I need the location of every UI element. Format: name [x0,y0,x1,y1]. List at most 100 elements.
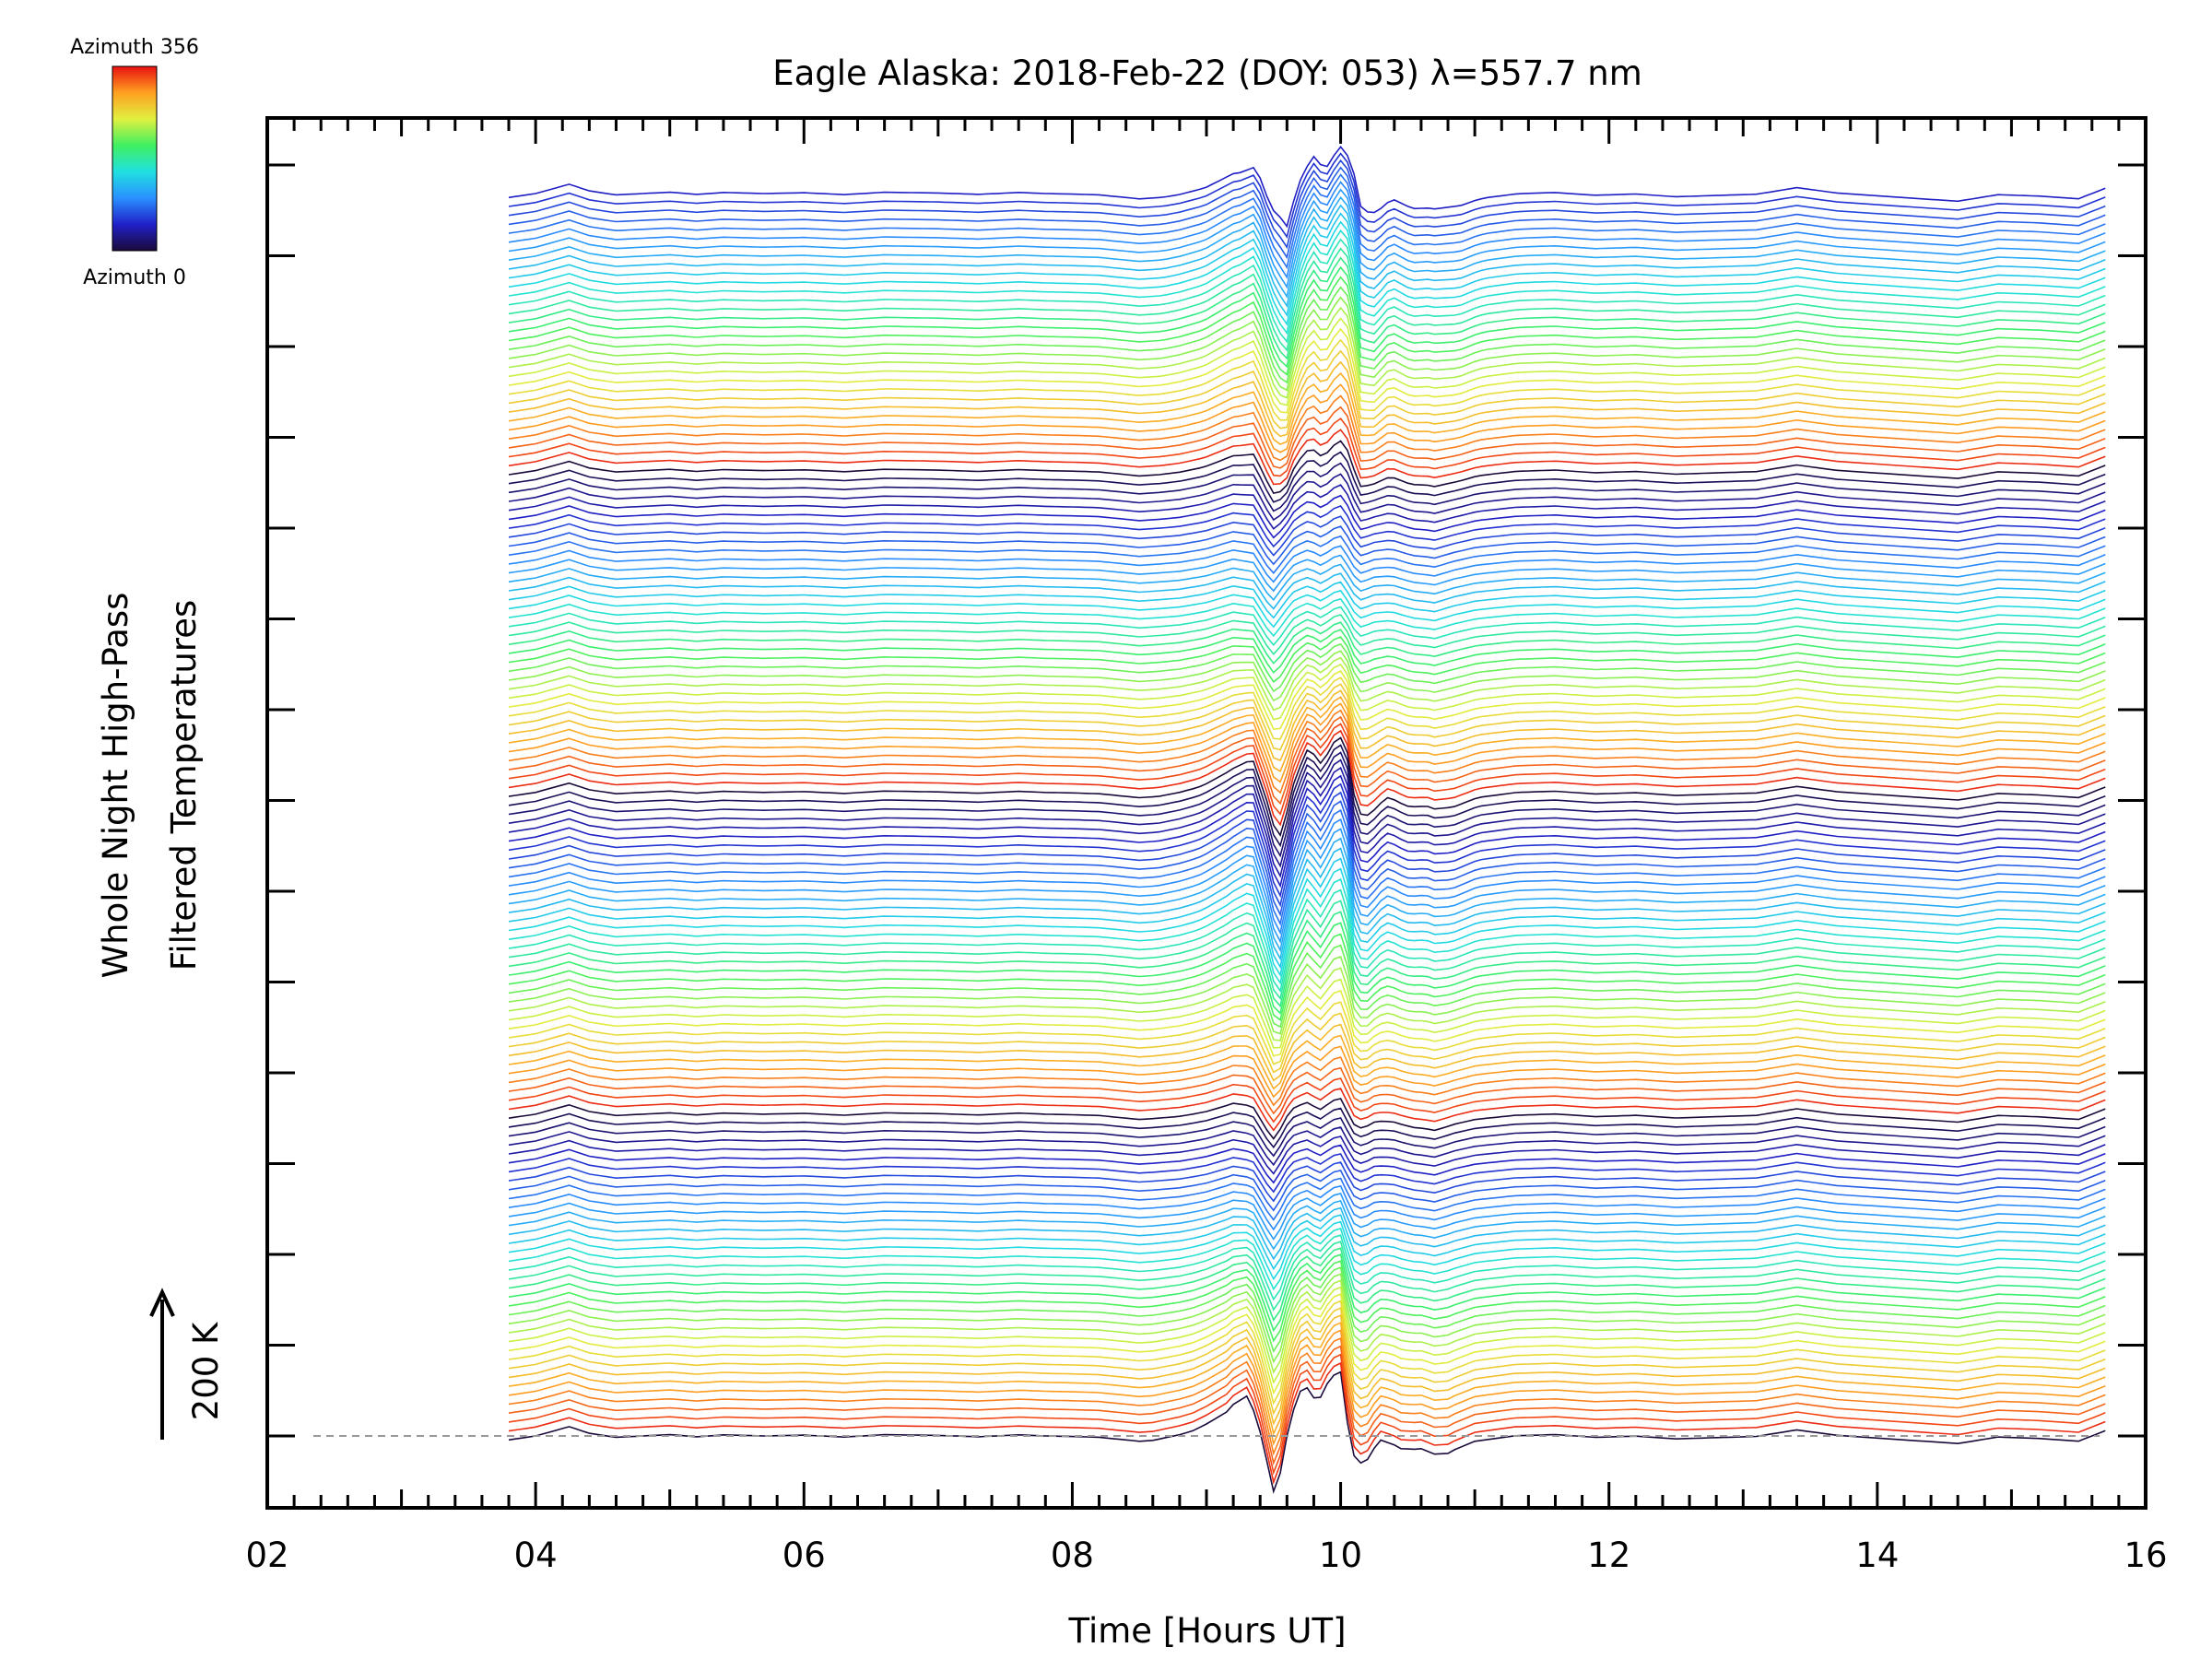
x-tick-label: 06 [782,1535,826,1575]
series-line [508,782,2106,899]
series-line [508,621,2106,665]
series-line [508,955,2106,1035]
series-line [508,1098,2106,1140]
series-line [508,1056,2106,1107]
scale-bar-arrowhead [149,1288,175,1317]
series-line [508,535,2106,575]
series-line [508,265,2106,369]
x-tick-label: 16 [2124,1535,2167,1575]
series-line [508,1371,2106,1495]
series-line [508,166,2106,260]
series-line [508,613,2106,655]
series-line [508,406,2106,469]
series-line [508,1266,2106,1353]
series-line [508,1066,2106,1115]
series-line [508,317,2106,406]
series-line [508,473,2106,522]
y-axis-label-line1: Whole Night High-Pass [96,593,135,979]
series-line [508,1193,2106,1241]
series-line [508,629,2106,674]
scale-bar: 200 K [149,1288,226,1440]
series-line [508,195,2106,299]
x-tick-label: 04 [514,1535,558,1575]
series-line [508,1088,2106,1132]
series-line [508,188,2106,289]
colorbar-gradient [112,65,158,252]
series-line [508,1126,2106,1167]
series-line [508,1153,2106,1194]
series-line [508,1247,2106,1322]
series-line [508,306,2106,399]
series-line [508,606,2106,647]
series-line [508,978,2106,1049]
series-line [508,371,2106,446]
series-line [508,462,2106,512]
series-line [508,650,2106,702]
x-tick-label: 08 [1051,1535,1094,1575]
series-line [508,1241,2106,1312]
series-line [508,1322,2106,1436]
series-line [508,759,2106,868]
series-line [508,238,2106,344]
scale-bar-label: 200 K [186,1321,226,1420]
series-line [508,327,2106,414]
series-line [508,494,2106,539]
series-line [508,1077,2106,1124]
series-line [508,656,2106,712]
series-line [508,515,2106,557]
series-group [508,145,2106,1495]
series-line [508,636,2106,683]
series-line [508,1329,2106,1446]
series-line [508,581,2106,619]
x-tick-label: 10 [1319,1535,1362,1575]
series-line [508,1253,2106,1333]
series-line [508,1313,2106,1426]
series-line [508,689,2106,762]
series-line [508,1169,2106,1212]
series-line [508,808,2106,926]
series-line [508,545,2106,583]
series-line [508,181,2106,279]
series-line [508,1260,2106,1343]
series-line [508,677,2106,740]
series-line [508,212,2106,317]
series-line [508,1286,2106,1385]
series-line [508,276,2106,376]
series-line [508,1107,2106,1149]
series-line [508,989,2106,1057]
series-line [508,1184,2106,1231]
series-line [508,360,2106,438]
x-tick-label: 02 [245,1535,288,1575]
series-line [508,451,2106,503]
series-line [508,766,2106,878]
series-line [508,729,2106,827]
series-line [508,1034,2106,1090]
series-line [508,1279,2106,1374]
chart-title: Eagle Alaska: 2018-Feb-22 (DOY: 053) λ=5… [772,53,1642,93]
series-line [508,1135,2106,1175]
series-line [508,1012,2106,1074]
y-axis-ticks [267,163,2146,1438]
series-line [508,1353,2106,1476]
series-line [508,709,2106,794]
series-line [508,597,2106,638]
colorbar: Azimuth 356 Azimuth 0 [70,36,199,289]
series-line [508,1336,2106,1456]
series-line [508,383,2106,453]
series-line [508,1214,2106,1271]
series-line [508,173,2106,270]
y-axis-label-line2: Filtered Temperatures [164,600,204,971]
series-line [508,818,2106,935]
series-line [508,867,2106,978]
series-line [508,440,2106,495]
series-line [508,723,2106,816]
series-line [508,563,2106,602]
series-line [508,1199,2106,1251]
series-line [508,1345,2106,1466]
series-line [508,525,2106,566]
series-line [508,642,2106,693]
x-tick-label: 14 [1855,1535,1899,1575]
series-line [508,847,2106,961]
colorbar-top-label: Azimuth 356 [70,36,199,59]
series-line [508,696,2106,772]
